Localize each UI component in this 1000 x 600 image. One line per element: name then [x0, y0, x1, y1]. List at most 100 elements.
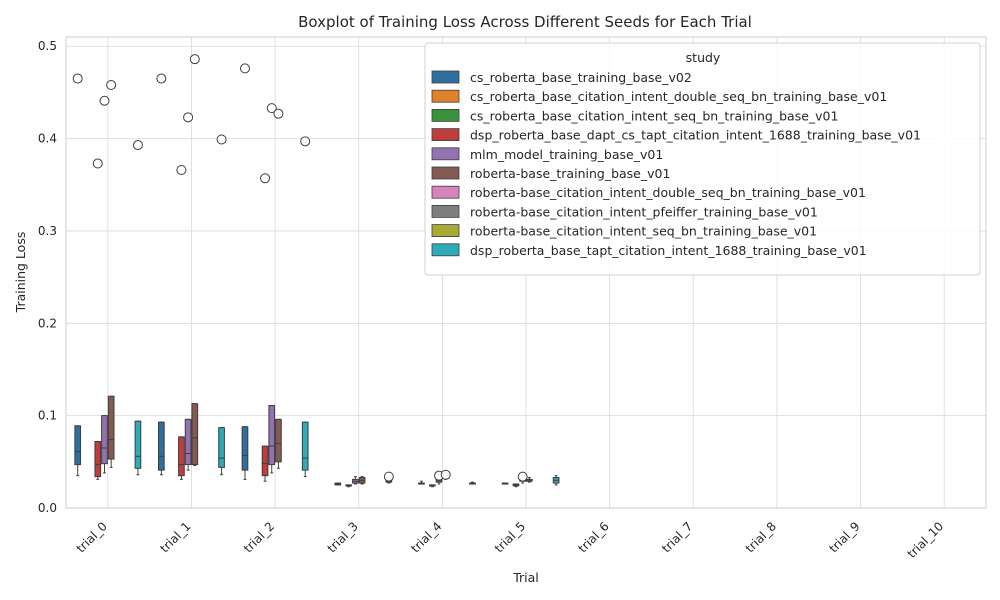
box-group	[552, 475, 560, 486]
outlier-point	[273, 108, 284, 119]
y-tick-label: 0.0	[38, 501, 57, 515]
x-axis-label: Trial	[512, 570, 539, 585]
legend-entry-label: mlm_model_training_base_v01	[470, 147, 663, 162]
legend-entry-label: cs_roberta_base_citation_intent_seq_bn_t…	[470, 108, 838, 123]
legend-swatch	[431, 109, 460, 122]
box	[134, 420, 142, 469]
box	[218, 427, 225, 468]
box-group	[334, 482, 342, 486]
x-tick-label: trial_0	[74, 519, 110, 555]
legend-entry-label: roberta-base_citation_intent_double_seq_…	[470, 185, 866, 200]
box	[261, 445, 269, 477]
box	[268, 404, 276, 466]
box-group	[517, 471, 528, 484]
box-group	[260, 173, 271, 482]
x-tick-label: trial_9	[826, 519, 862, 555]
legend-entry-label: cs_roberta_base_citation_intent_double_s…	[470, 89, 887, 104]
outlier-point	[156, 73, 167, 84]
legend-entry-label: roberta-base_citation_intent_seq_bn_trai…	[470, 224, 817, 239]
box	[191, 403, 199, 466]
box-group	[92, 158, 103, 480]
outlier-point	[99, 95, 110, 106]
x-tick-label: trial_5	[492, 519, 528, 555]
outlier-point	[383, 471, 394, 482]
box	[184, 418, 192, 466]
legend-swatch	[431, 70, 460, 84]
outlier-point	[239, 63, 250, 74]
box-group	[273, 108, 284, 469]
box	[178, 436, 185, 477]
legend-title: study	[686, 50, 721, 65]
box-group	[428, 484, 436, 488]
legend-swatch	[431, 185, 460, 199]
legend-frame	[424, 42, 981, 276]
box-group	[132, 140, 143, 476]
outlier-point	[517, 471, 528, 482]
y-tick-label: 0.2	[38, 316, 57, 330]
outlier-point	[132, 140, 143, 151]
box-group	[99, 95, 110, 474]
x-tick-label: trial_2	[241, 519, 277, 555]
box-group	[352, 476, 359, 485]
legend-swatch	[431, 128, 460, 142]
box-group	[440, 469, 451, 480]
box-group	[300, 136, 311, 478]
legend-swatch	[431, 166, 460, 180]
box-group	[266, 103, 277, 474]
y-axis-label: Training Loss	[13, 232, 28, 314]
outlier-point	[266, 103, 277, 114]
y-axis: 0.0 0.1 0.2 0.3 0.4 0.5	[38, 39, 57, 515]
outlier-point	[300, 136, 311, 147]
x-tick-label: trial_10	[905, 519, 947, 561]
legend-swatch	[431, 224, 460, 238]
legend-swatch	[431, 204, 460, 218]
box-group	[345, 484, 353, 488]
x-tick-label: trial_1	[157, 519, 193, 555]
legend-entry-label: cs_roberta_base_training_base_v02	[470, 70, 692, 85]
x-tick-label: trial_4	[408, 519, 444, 555]
box	[101, 415, 108, 465]
box-group	[176, 164, 187, 480]
legend-swatch	[431, 89, 460, 103]
outlier-point	[176, 164, 187, 175]
y-tick-label: 0.1	[38, 409, 57, 423]
box-group	[383, 471, 394, 484]
box	[94, 441, 102, 478]
box	[275, 418, 282, 463]
legend-entry-label: dsp_roberta_base_tapt_citation_intent_16…	[470, 243, 867, 258]
box-group	[358, 476, 366, 485]
box-group	[239, 63, 250, 480]
outlier-point	[440, 469, 451, 480]
legend-swatch	[431, 147, 460, 161]
chart-title: Boxplot of Training Loss Across Differen…	[298, 13, 752, 31]
outlier-point	[92, 158, 103, 169]
box-group	[216, 134, 227, 476]
y-tick-label: 0.5	[38, 39, 57, 53]
outlier-point	[183, 112, 194, 123]
legend-entry-label: roberta-base_citation_intent_pfeiffer_tr…	[470, 204, 818, 219]
box	[107, 395, 115, 460]
plot-area	[72, 54, 560, 488]
box-group	[183, 112, 194, 471]
legend: study cs_roberta_base_training_base_v02c…	[424, 42, 981, 276]
outlier-point	[106, 80, 117, 91]
box-group	[189, 54, 200, 467]
x-tick-label: trial_3	[325, 519, 361, 555]
box	[74, 425, 82, 466]
outlier-point	[189, 54, 200, 65]
box-group	[106, 80, 117, 468]
y-tick-label: 0.3	[38, 224, 57, 238]
legend-swatch	[431, 243, 460, 257]
box-group	[418, 480, 425, 485]
x-tick-label: trial_7	[659, 519, 695, 555]
box-group	[512, 483, 520, 488]
box	[301, 421, 309, 471]
plot-frame	[65, 36, 987, 509]
outlier-point	[72, 73, 83, 84]
box	[158, 421, 165, 471]
y-tick-label: 0.4	[38, 132, 57, 146]
box-group	[434, 470, 445, 485]
x-tick-label: trial_8	[743, 519, 779, 555]
outlier-point	[260, 173, 271, 184]
